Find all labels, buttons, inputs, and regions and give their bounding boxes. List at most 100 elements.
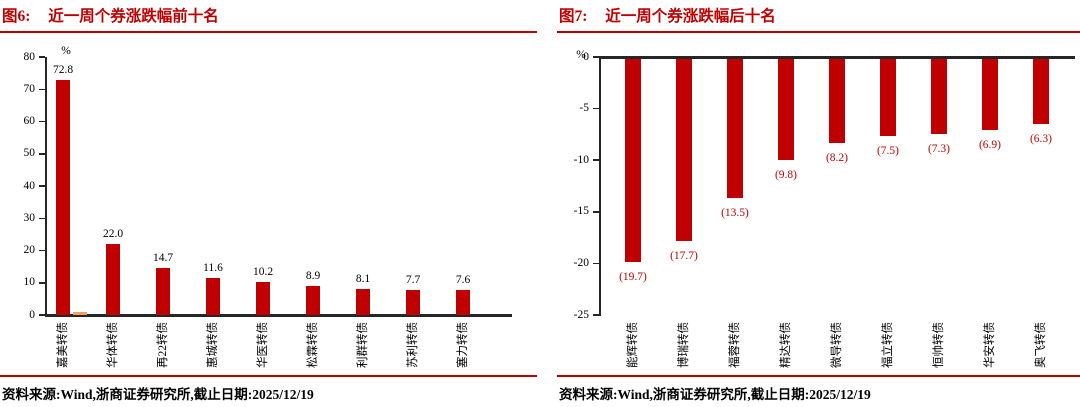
- figure7-caption: 图7: 近一周个券涨跌幅后十名: [559, 5, 776, 29]
- y-axis-unit-label: %: [576, 49, 586, 61]
- bar: [625, 58, 641, 262]
- y-tick-mark: [39, 88, 45, 90]
- bar-value-label: (13.5): [721, 206, 749, 219]
- y-tick-mark: [39, 56, 45, 58]
- y-tick-mark: [593, 211, 599, 213]
- x-category-label: 精达转债: [780, 322, 792, 368]
- bar-value-label: 7.7: [405, 274, 421, 287]
- y-tick-mark: [593, 159, 599, 161]
- bar: [256, 282, 270, 315]
- x-category-label: 苏利转债: [407, 322, 419, 368]
- figure7-panel: 图7: 近一周个券涨跌幅后十名 0 -5 -10 -15 -20 -25% (19.7) 能辉…: [557, 0, 1080, 407]
- x-category-label: 恒帅转债: [933, 322, 945, 368]
- y-tick-label: 70: [23, 82, 36, 95]
- bar-value-label: 8.1: [355, 272, 371, 285]
- bar: [156, 267, 170, 315]
- x-axis-line: [599, 56, 1075, 59]
- secondary-bar: [73, 311, 87, 315]
- y-tick-mark: [593, 107, 599, 110]
- x-category-label: 松霖转债: [307, 322, 319, 368]
- y-tick-label: 10: [23, 276, 36, 289]
- x-category-label: 博瑞转债: [678, 322, 690, 368]
- x-category-label: 福立转债: [882, 322, 894, 368]
- bar: [982, 58, 998, 130]
- bar-value-label: (9.8): [774, 168, 798, 181]
- y-tick-label: -15: [573, 205, 589, 218]
- y-tick-mark: [39, 314, 45, 316]
- bar: [829, 58, 845, 144]
- x-category-label: 嘉美转债: [57, 322, 69, 368]
- bar-value-label: 11.6: [203, 261, 223, 274]
- bar: [880, 58, 896, 136]
- x-category-label: 惠城转债: [207, 322, 219, 368]
- bar: [727, 58, 743, 198]
- bar: [406, 290, 420, 315]
- y-tick-label: -20: [573, 256, 589, 269]
- bar: [56, 80, 70, 315]
- x-category-label: 塞力转债: [457, 322, 469, 368]
- figure7-source-note: 资料来源:Wind,浙商证券研究所,截止日期:2025/12/19: [559, 387, 871, 402]
- y-tick-label: -5: [579, 102, 589, 115]
- bar: [306, 286, 320, 315]
- bar: [106, 244, 120, 315]
- y-tick-label: -25: [573, 308, 589, 321]
- y-tick-mark: [593, 262, 599, 265]
- x-category-label: 利群转债: [357, 322, 369, 368]
- bar-value-label: (7.5): [876, 144, 900, 157]
- figure7-label: 图7:: [559, 8, 588, 25]
- bar: [931, 58, 947, 134]
- x-category-label: 奥飞转债: [1035, 322, 1047, 368]
- y-axis-unit-label: %: [61, 45, 71, 57]
- y-tick-label: 40: [23, 179, 36, 192]
- x-category-label: 华医转债: [257, 322, 269, 368]
- x-category-label: 福蓉转债: [729, 322, 741, 368]
- figure6-title: 近一周个券涨跌幅前十名: [48, 8, 219, 25]
- figure6-caption: 图6: 近一周个券涨跌幅前十名: [2, 5, 219, 29]
- bar-value-label: 22.0: [102, 228, 124, 241]
- y-tick-label: 0: [583, 50, 589, 63]
- figure6-source-note: 资料来源:Wind,浙商证券研究所,截止日期:2025/12/19: [2, 387, 314, 402]
- y-tick-label: -10: [573, 153, 589, 166]
- y-tick-mark: [593, 314, 599, 316]
- y-tick-label: 50: [23, 147, 36, 160]
- y-tick-mark: [39, 120, 45, 123]
- bar: [778, 58, 794, 160]
- x-category-label: 再22转债: [157, 322, 169, 368]
- figure7-bar-chart: 0 -5 -10 -15 -20 -25% (19.7) 能辉转债 (17.7) 博瑞转债 (13.…: [557, 34, 1080, 375]
- y-tick-mark: [593, 56, 599, 58]
- bar: [206, 277, 220, 315]
- x-axis-line: [45, 314, 512, 317]
- x-category-label: 华体转债: [107, 322, 119, 368]
- bar: [456, 290, 470, 315]
- bar: [1033, 58, 1049, 124]
- x-category-label: 能辉转债: [627, 322, 639, 368]
- figure7-caption-rule: [557, 31, 1080, 33]
- y-tick-mark: [39, 249, 45, 252]
- y-tick-label: 20: [23, 244, 36, 256]
- y-tick-mark: [39, 217, 45, 219]
- bar-value-label: (6.3): [1029, 132, 1053, 145]
- figure7-source-rule: [557, 375, 1080, 377]
- y-axis-line: [599, 57, 601, 316]
- y-axis-line: [45, 57, 47, 316]
- y-tick-label: 60: [23, 115, 36, 127]
- y-tick-mark: [39, 153, 45, 155]
- bar-value-label: (8.2): [825, 152, 849, 165]
- bar-value-label: (17.7): [670, 250, 698, 263]
- figure6-bar-chart: 80 70 60 50 40 30 20 10 0% 72.8 嘉美转债 22.0 华体转债 14.7 再2…: [0, 34, 537, 375]
- bar-value-label: 72.8: [52, 64, 74, 77]
- bar: [356, 288, 370, 315]
- figure7-title: 近一周个券涨跌幅后十名: [605, 8, 776, 25]
- y-tick-label: 80: [23, 50, 36, 63]
- x-category-label: 微导转债: [831, 322, 843, 368]
- bar-value-label: (7.3): [927, 142, 951, 155]
- y-tick-mark: [39, 185, 45, 187]
- bar-value-label: 8.9: [305, 270, 321, 283]
- figure6-label: 图6:: [2, 8, 31, 25]
- bar-value-label: 14.7: [152, 251, 174, 264]
- bar: [676, 58, 692, 242]
- figure6-panel: 图6: 近一周个券涨跌幅前十名 80 70 60 50 40 30 20 10 0% 72.8 嘉美…: [0, 0, 537, 407]
- bar-value-label: 10.2: [252, 266, 274, 279]
- bar-value-label: 7.6: [455, 274, 471, 287]
